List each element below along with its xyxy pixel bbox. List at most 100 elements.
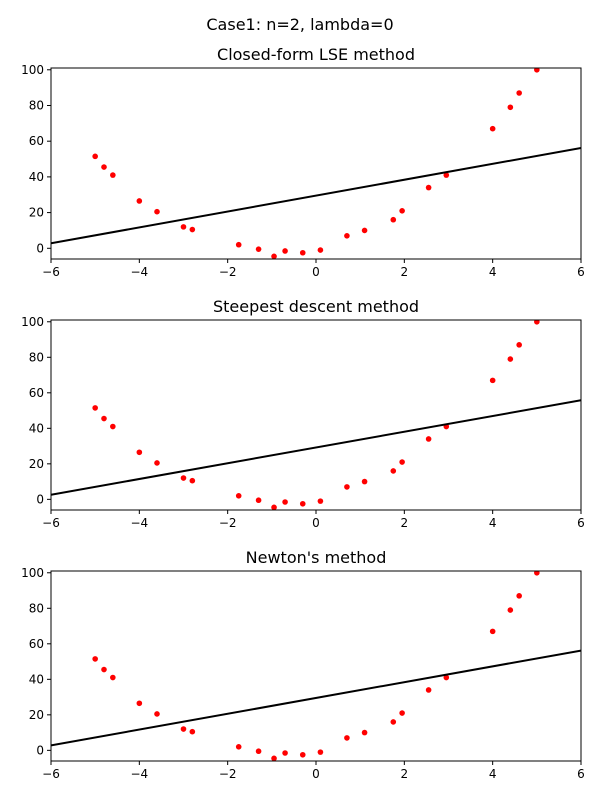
y-tick-label: 40 <box>29 672 44 686</box>
x-tick-label: −2 <box>219 265 237 279</box>
data-point <box>110 423 116 430</box>
chart-title: Closed-form LSE method <box>217 45 415 64</box>
y-tick-label: 60 <box>29 134 44 148</box>
data-point <box>507 356 514 362</box>
data-point <box>361 729 368 736</box>
data-point <box>390 719 397 725</box>
data-point <box>255 748 262 755</box>
data-point <box>92 405 98 411</box>
data-point <box>136 449 143 456</box>
data-point <box>299 751 306 758</box>
data-point <box>101 666 107 673</box>
y-tick-label: 60 <box>29 637 44 651</box>
figure-suptitle: Case1: n=2, lambda=0 <box>206 15 393 34</box>
x-tick-label: 0 <box>312 767 320 781</box>
y-tick-label: 40 <box>29 170 44 184</box>
data-point <box>154 208 160 215</box>
y-tick-label: 100 <box>21 63 44 77</box>
data-point <box>344 232 350 239</box>
data-point <box>101 164 107 170</box>
data-point <box>361 227 368 234</box>
x-tick-label: −4 <box>130 767 148 781</box>
x-tick-label: 4 <box>489 265 497 279</box>
fit-line-group <box>51 146 581 245</box>
fitted-line <box>51 649 581 747</box>
x-tick-label: −4 <box>130 265 148 279</box>
x-tick-label: 4 <box>489 767 497 781</box>
data-point <box>507 104 514 111</box>
x-tick-label: −4 <box>130 516 148 530</box>
data-point <box>489 377 496 384</box>
y-tick-label: 20 <box>29 708 44 722</box>
data-point <box>180 726 187 732</box>
data-point <box>425 436 432 442</box>
data-point <box>516 90 522 96</box>
data-point <box>344 735 350 741</box>
data-point <box>390 468 397 474</box>
data-point <box>317 498 324 504</box>
y-tick-label: 60 <box>29 386 44 400</box>
x-tick-label: −6 <box>42 516 60 530</box>
data-point <box>361 478 368 485</box>
data-point <box>255 497 262 504</box>
x-tick-label: 2 <box>401 265 409 279</box>
data-point <box>154 460 160 466</box>
data-point <box>534 68 540 73</box>
data-point <box>189 226 196 233</box>
y-tick-label: 0 <box>36 743 44 757</box>
data-point <box>317 749 324 755</box>
y-tick-label: 100 <box>21 566 44 580</box>
plot-frame <box>50 67 582 260</box>
data-points <box>92 320 540 510</box>
y-tick-label: 20 <box>29 457 44 471</box>
y-tick-label: 80 <box>29 601 44 615</box>
y-tick-label: 20 <box>29 206 44 220</box>
y-tick-label: 100 <box>21 315 44 329</box>
data-point <box>299 500 306 507</box>
data-point <box>235 492 242 499</box>
chart-title: Steepest descent method <box>213 297 419 316</box>
data-point <box>255 246 262 252</box>
fit-line-group <box>51 399 581 496</box>
data-point <box>425 687 432 693</box>
y-tick-label: 40 <box>29 421 44 435</box>
x-tick-label: 0 <box>312 516 320 530</box>
data-point <box>425 184 432 191</box>
data-point <box>399 710 405 716</box>
data-point <box>101 415 107 422</box>
x-tick-label: 6 <box>577 265 585 279</box>
fitted-line <box>51 146 581 245</box>
chart-panel-2: Steepest descent method−6 −4 −2 0 2 4 60204060… <box>21 297 585 530</box>
chart-panel-1: Closed-form LSE method−6 −4 −2 0 2 4 602040608… <box>21 45 585 279</box>
x-tick-label: −2 <box>219 516 237 530</box>
data-points <box>92 571 540 761</box>
data-point <box>489 628 496 635</box>
data-point <box>299 249 306 256</box>
data-point <box>390 216 397 223</box>
data-point <box>189 728 196 735</box>
data-point <box>399 208 405 214</box>
data-point <box>507 607 514 613</box>
x-tick-label: −6 <box>42 265 60 279</box>
data-point <box>516 342 522 348</box>
x-tick-label: −6 <box>42 767 60 781</box>
data-point <box>189 477 196 484</box>
data-point <box>317 247 324 253</box>
data-point <box>534 571 540 576</box>
fitted-line <box>51 399 581 496</box>
chart-title: Newton's method <box>246 548 387 567</box>
plot-frame <box>50 570 582 762</box>
data-point <box>136 700 143 707</box>
data-point <box>136 198 143 204</box>
data-point <box>443 172 450 178</box>
x-tick-label: 0 <box>312 265 320 279</box>
data-point <box>92 153 98 160</box>
data-point <box>443 674 450 681</box>
y-tick-label: 0 <box>36 241 44 255</box>
data-point <box>110 674 116 681</box>
data-points <box>92 68 540 259</box>
data-point <box>235 743 242 750</box>
data-point <box>399 459 405 465</box>
data-point <box>271 253 277 259</box>
